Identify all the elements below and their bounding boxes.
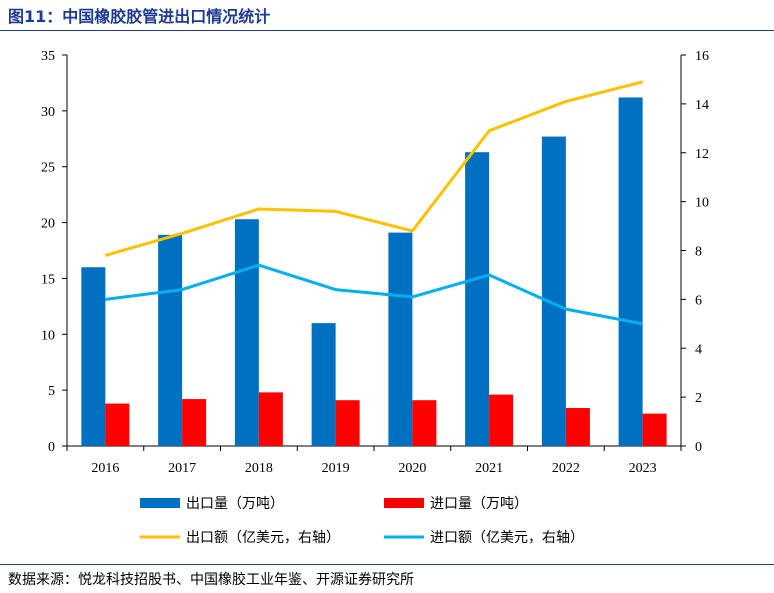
legend-export-value-label: 出口额（亿美元，右轴） (186, 530, 340, 546)
export-volume-bar (541, 136, 566, 446)
export-volume-bar (465, 152, 490, 447)
legend-export-volume-label: 出口量（万吨） (186, 496, 284, 512)
export-volume-bar (388, 232, 413, 446)
left-tick-label: 5 (48, 384, 55, 399)
import-volume-bar (105, 403, 130, 446)
x-tick-label: 2016 (91, 461, 119, 476)
import-volume-bar (258, 392, 283, 446)
legend-import-volume-label: 进口量（万吨） (430, 496, 528, 512)
right-tick-label: 2 (695, 391, 702, 406)
right-tick-label: 16 (695, 49, 709, 64)
title-rule (0, 30, 774, 31)
left-tick-label: 0 (48, 440, 55, 455)
x-tick-label: 2023 (629, 461, 657, 476)
legend-export-volume-swatch (140, 498, 180, 508)
left-tick-label: 35 (41, 49, 55, 64)
left-tick-label: 25 (41, 161, 55, 176)
source-note: 数据来源：悦龙科技招股书、中国橡胶工业年鉴、开源证券研究所 (8, 572, 414, 588)
right-tick-label: 14 (695, 98, 709, 113)
export-volume-bar (81, 267, 106, 446)
import-volume-bar (335, 400, 360, 446)
x-tick-label: 2019 (322, 461, 350, 476)
left-tick-label: 30 (41, 105, 55, 120)
import-value-line (105, 263, 643, 326)
right-tick-label: 0 (695, 440, 702, 455)
export-volume-bar (234, 219, 259, 446)
x-tick-label: 2022 (552, 461, 580, 476)
x-tick-label: 2020 (398, 461, 426, 476)
x-tick-label: 2017 (168, 461, 196, 476)
import-volume-bar (412, 400, 437, 446)
right-tick-label: 6 (695, 293, 702, 308)
right-tick-label: 8 (695, 245, 702, 260)
right-tick-label: 4 (695, 342, 702, 357)
export-volume-bar (618, 97, 643, 447)
source-rule (0, 564, 774, 565)
left-tick-label: 15 (41, 272, 55, 287)
export-volume-bar (311, 323, 336, 446)
legend-import-volume-swatch (384, 498, 424, 508)
right-tick-label: 12 (695, 147, 709, 162)
x-tick-label: 2018 (245, 461, 273, 476)
figure-title: 图11：中国橡胶胶管进出口情况统计 (8, 7, 271, 26)
left-tick-label: 10 (41, 328, 55, 343)
right-tick-label: 10 (695, 196, 709, 211)
import-volume-bar (182, 399, 207, 446)
x-tick-label: 2021 (475, 461, 503, 476)
import-volume-bar (489, 394, 514, 446)
left-tick-label: 20 (41, 217, 55, 232)
export-value-line (104, 80, 643, 257)
legend-import-value-label: 进口额（亿美元，右轴） (430, 530, 584, 546)
import-volume-bar (565, 408, 590, 446)
export-volume-bar (158, 234, 183, 446)
import-volume-bar (642, 413, 667, 446)
